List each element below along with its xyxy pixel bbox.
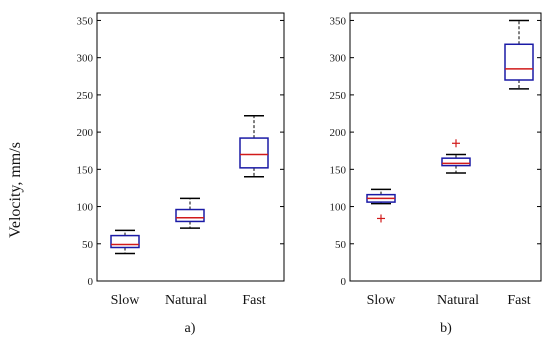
box-natural [441, 139, 471, 174]
y-axis-label: Velocity, mm/s [7, 142, 24, 238]
box-slow [366, 188, 396, 223]
y-tick-label: 100 [330, 202, 347, 214]
panel-a: 0 50 100 150 200 250 300 350 Slow Natural Fast a) [77, 12, 285, 336]
y-tick-label: 0 [88, 276, 94, 288]
category-label: Fast [242, 293, 265, 308]
y-tick-label: 200 [77, 127, 94, 139]
category-label: Natural [437, 293, 479, 308]
iqr-box [175, 208, 205, 223]
plot-frame [349, 12, 542, 282]
box-natural [175, 197, 205, 229]
outlier-marker [452, 139, 460, 148]
chart-panels: 0 50 100 150 200 250 300 350 Slow Natural Fast a) 0 5… [77, 12, 542, 336]
y-tick-label: 350 [330, 15, 347, 27]
category-label: Natural [165, 293, 207, 308]
box-fast [239, 114, 269, 178]
iqr-box [504, 43, 534, 81]
y-tick-label: 350 [77, 15, 94, 27]
category-label: Fast [507, 293, 530, 308]
panel-label: b) [440, 321, 452, 336]
y-tick-label: 50 [335, 239, 347, 251]
category-label: Slow [367, 293, 397, 308]
y-tick-label: 300 [330, 53, 347, 65]
y-tick-label: 150 [77, 164, 94, 176]
box-slow [110, 229, 140, 255]
y-tick-label: 0 [341, 276, 347, 288]
y-tick-label: 250 [77, 90, 94, 102]
outlier-marker [377, 214, 385, 223]
category-label: Slow [111, 293, 141, 308]
iqr-box [110, 234, 140, 249]
y-tick-label: 200 [330, 127, 347, 139]
plot-frame [96, 12, 285, 282]
y-tick-label: 50 [82, 239, 94, 251]
y-tick-label: 150 [330, 164, 347, 176]
panel-label: a) [185, 321, 196, 336]
y-tick-label: 250 [330, 90, 347, 102]
iqr-box [239, 137, 269, 169]
panel-b: 0 50 100 150 200 250 300 350 Slow Natural Fast b) [330, 12, 542, 336]
box-fast [504, 19, 534, 90]
iqr-box [441, 157, 471, 167]
y-tick-label: 300 [77, 53, 94, 65]
y-tick-label: 100 [77, 202, 94, 214]
